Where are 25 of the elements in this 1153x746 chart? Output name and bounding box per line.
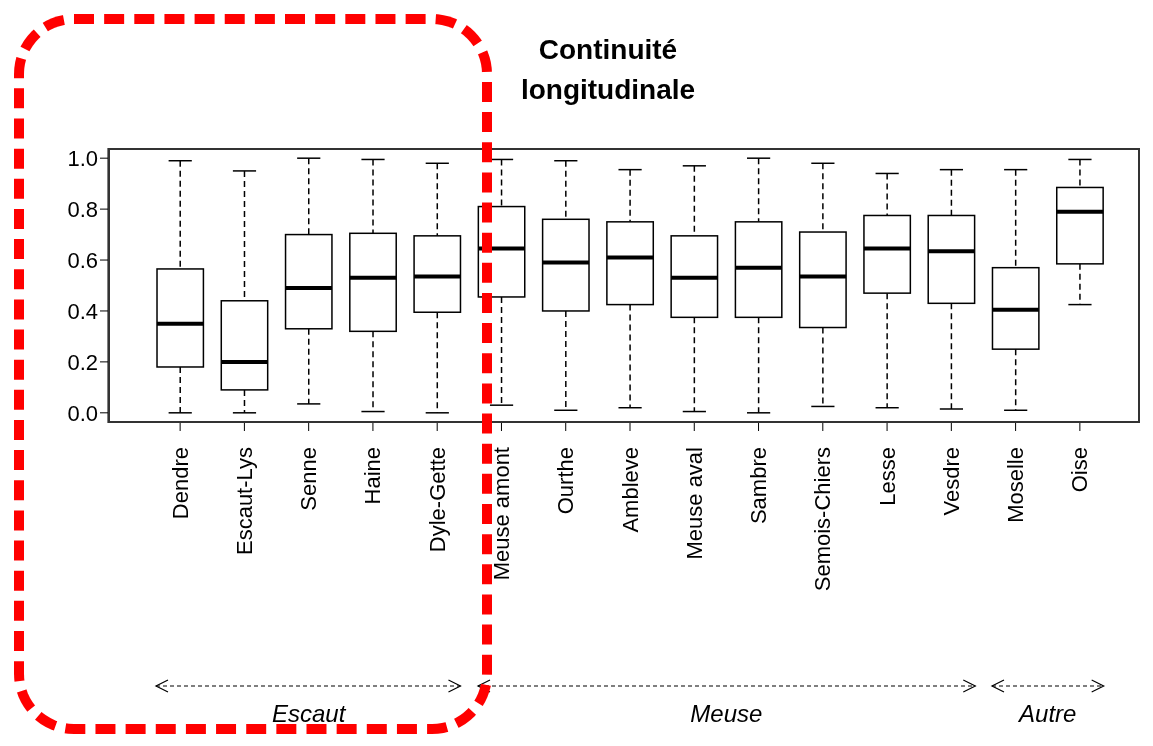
text: Meuse [689,700,764,728]
y-tick-label: 0.6 [67,247,98,273]
x-tick-label: Haine [360,447,386,505]
x-tick-label: Oise [1067,447,1093,493]
y-tick-label: 1.0 [67,146,98,171]
text: Autre [1017,700,1078,728]
x-tick-label: Meuse amont [488,447,514,581]
chart-title: Continuité longitudinale [519,33,697,107]
y-tick-label: 0.4 [67,298,98,324]
x-tick-label: Ambleve [617,447,643,533]
x-tick-label: Dendre [167,447,193,520]
x-tick-label: Ourthe [553,447,579,515]
x-tick-label: Semois-Chiers [810,447,836,592]
x-tick-label: Meuse aval [681,447,707,560]
x-tick-label: Moselle [1003,447,1029,523]
x-tick-label: Escaut-Lys [231,447,257,556]
x-tick-label: Sambre [746,447,772,525]
y-tick-label: 0.0 [67,400,98,426]
y-tick-label: 0.8 [67,196,98,222]
x-tick-label: Senne [296,447,322,511]
text: Escaut [270,700,347,728]
y-tick-label: 0.2 [67,349,98,375]
x-tick-label: Lesse [874,447,900,506]
x-tick-label: Dyle-Gette [424,447,450,553]
x-tick-label: Vesdre [938,447,964,516]
